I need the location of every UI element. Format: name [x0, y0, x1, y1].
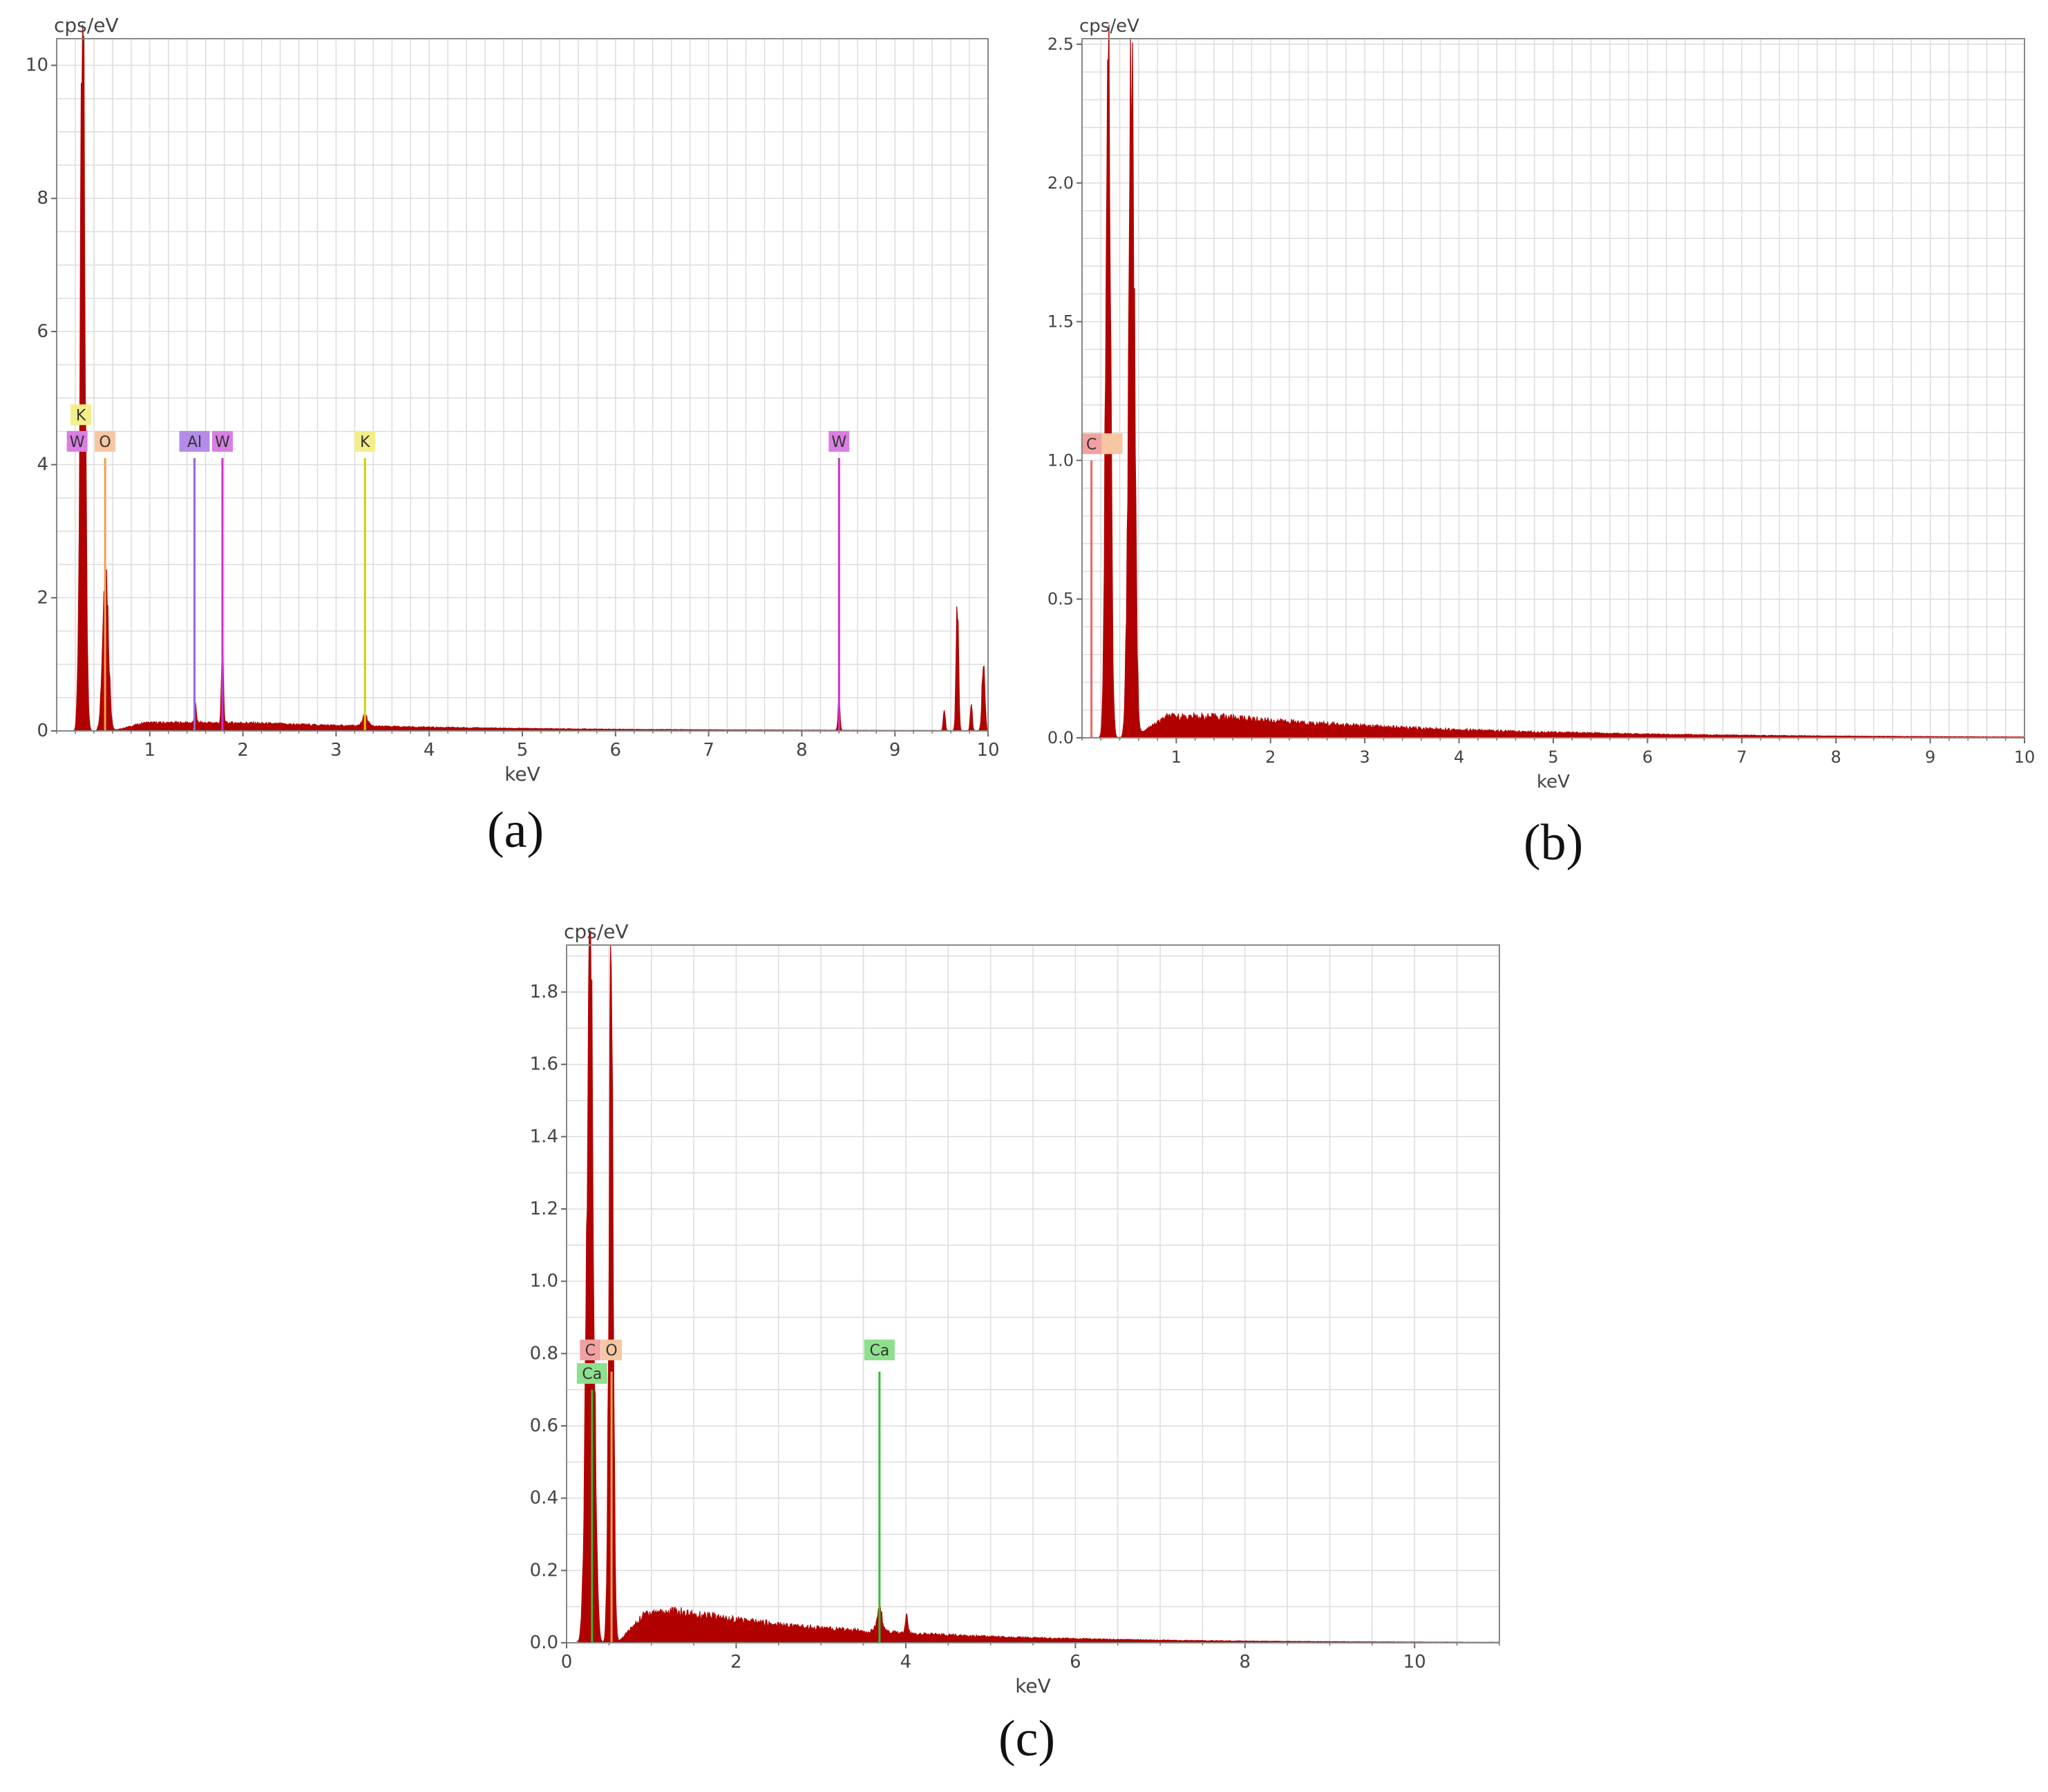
y-tick-label: 0.0: [1047, 728, 1074, 747]
y-tick-label: 0.8: [530, 1343, 558, 1364]
y-axis-label: cps/eV: [1079, 16, 1139, 37]
x-tick-label: 2: [237, 740, 249, 761]
element-label-O: O: [605, 1342, 617, 1360]
y-tick-label: 6: [37, 321, 48, 342]
x-tick-label: 3: [1360, 747, 1370, 767]
y-tick-label: 2.0: [1047, 173, 1074, 193]
y-tick-label: 1.5: [1047, 312, 1074, 332]
x-tick-label: 8: [1240, 1652, 1251, 1672]
element-label-Al: Al: [187, 434, 202, 451]
element-label-Ca: Ca: [582, 1366, 602, 1383]
y-tick-label: 2: [37, 587, 48, 608]
x-tick-label: 10: [1403, 1652, 1426, 1672]
element-label-W: W: [215, 434, 230, 451]
spectrum-panel-b: C 0.0 0.5 1.0 1.5 2.0 2.5 1 2 3 4 5 6 7 8 9 10 cps/eV keV: [1030, 0, 2048, 794]
element-label-box-Ca: [576, 1363, 607, 1384]
x-tick-label: 10: [2014, 747, 2036, 767]
spectrum-chart-b: C 0.0 0.5 1.0 1.5 2.0 2.5 1 2 3 4 5 6 7 8 9 10 cps/eV keV: [1047, 16, 2036, 792]
x-tick-label: 7: [703, 740, 714, 761]
x-axis-label: keV: [1537, 772, 1570, 792]
element-label-K: K: [76, 407, 86, 424]
y-tick-label: 4: [37, 455, 48, 475]
caption-a: (a): [487, 802, 544, 859]
spectrum-panel-c: C O Ca Ca 0.0 0.2 0.4 0.6 0.8 1.0 1.2 1.4 1.6 1.8 0 2 4 6…: [511, 912, 1520, 1706]
x-tick-label: 4: [424, 740, 435, 761]
x-tick-label: 9: [889, 740, 901, 761]
spectrum-area: [1082, 24, 2025, 738]
y-tick-label: 10: [26, 55, 48, 76]
x-axis-label: keV: [504, 763, 540, 785]
y-tick-label: 0: [37, 721, 48, 741]
element-label-box-K: [70, 404, 92, 426]
x-tick-label: 5: [1548, 747, 1558, 767]
caption-b: (b): [1524, 814, 1584, 871]
element-label-Ca: Ca: [869, 1342, 889, 1360]
element-label-box-C: [1081, 433, 1102, 455]
x-tick-label: 2: [730, 1652, 742, 1672]
caption-c: (c): [998, 1710, 1056, 1767]
y-tick-label: 0.2: [530, 1560, 558, 1581]
x-tick-label: 4: [900, 1652, 912, 1672]
x-tick-label: 9: [1925, 747, 1935, 767]
y-tick-label: 0.6: [530, 1416, 558, 1436]
element-label-box-O: [1101, 433, 1123, 455]
y-tick-label: 1.0: [530, 1271, 558, 1292]
x-tick-label: 5: [517, 740, 529, 761]
x-tick-label: 6: [1642, 747, 1653, 767]
x-tick-label: 6: [610, 740, 622, 761]
y-tick-label: 1.6: [530, 1054, 558, 1075]
element-label-box-W: [828, 430, 850, 452]
grid: [1081, 39, 2025, 738]
y-tick-label: 1.0: [1047, 450, 1074, 470]
x-tick-label: 10: [976, 740, 999, 761]
x-tick-label: 0: [561, 1652, 573, 1672]
element-label-box-O: [95, 430, 116, 452]
element-label-box-Ca: [864, 1340, 895, 1361]
spectrum-area: [567, 931, 1500, 1643]
y-tick-label: 8: [37, 188, 48, 209]
element-label-O: O: [99, 434, 111, 451]
element-label-W: W: [70, 434, 85, 451]
grid: [566, 945, 1500, 1643]
x-axis-label: keV: [1015, 1675, 1051, 1697]
y-tick-label: 1.2: [530, 1199, 558, 1219]
x-tick-label: 8: [796, 740, 808, 761]
y-tick-label: 1.4: [530, 1126, 558, 1147]
x-tick-label: 1: [144, 740, 156, 761]
y-tick-label: 2.5: [1047, 35, 1074, 54]
grid: [56, 39, 989, 732]
x-tick-label: 7: [1736, 747, 1747, 767]
element-label-box-Al: [179, 430, 210, 452]
element-label-box-K: [354, 430, 376, 452]
y-tick-label: 0.4: [530, 1488, 558, 1509]
element-label-box-C: [580, 1340, 601, 1361]
y-tick-label: 1.8: [530, 982, 558, 1002]
spectrum-panel-a: K W O Al W K W 0 2 4 6 8 10 1 2 3 4 5 6 7 8 9 10 cps/eV keV: [0, 0, 1009, 788]
x-tick-label: 6: [1070, 1652, 1081, 1672]
y-tick-label: 0.0: [530, 1632, 558, 1653]
x-tick-label: 8: [1831, 747, 1841, 767]
element-label-W: W: [831, 434, 846, 451]
element-label-box-W: [66, 430, 88, 452]
x-tick-label: 1: [1171, 747, 1182, 767]
x-tick-label: 3: [330, 740, 342, 761]
element-label-C: C: [1086, 436, 1097, 453]
element-label-K: K: [360, 434, 370, 451]
y-axis-label: cps/eV: [54, 14, 119, 37]
y-tick-label: 0.5: [1047, 589, 1074, 609]
element-label-C: C: [585, 1342, 596, 1360]
y-axis-label: cps/eV: [564, 920, 629, 943]
element-label-box-O: [601, 1340, 623, 1361]
element-label-box-W: [211, 430, 233, 452]
x-tick-label: 4: [1454, 747, 1464, 767]
x-tick-label: 2: [1265, 747, 1276, 767]
